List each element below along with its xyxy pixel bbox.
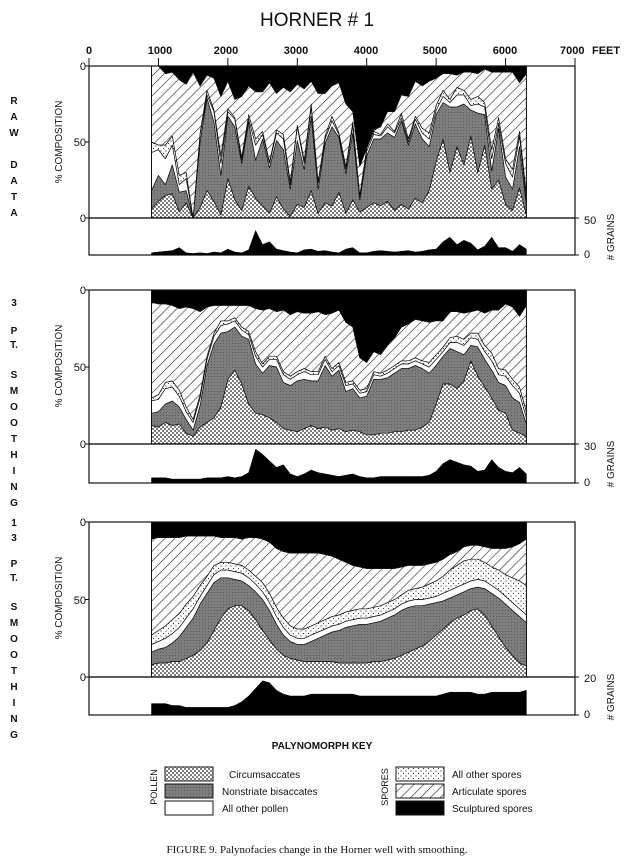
- side-label-letter: 3: [11, 298, 17, 309]
- grains-tick-label: 30: [584, 441, 596, 453]
- y-tick-label: 0: [80, 285, 86, 297]
- legend-label: All other spores: [452, 770, 521, 781]
- grains-tick-label: 0: [584, 709, 590, 721]
- key-group-spores: SPORES: [380, 768, 390, 806]
- legend-swatch-sculptured-spores: [395, 800, 445, 816]
- y-tick-label: 0: [80, 213, 86, 225]
- side-label-letter: N: [10, 482, 17, 493]
- y-tick-label: 0: [80, 672, 86, 684]
- side-label-letter: O: [10, 650, 18, 661]
- grains-tick-label: 20: [584, 673, 596, 685]
- legend-label: Nonstriate bisaccates: [222, 787, 318, 798]
- side-label-letter: T.: [10, 573, 18, 584]
- legend-label: Articulate spores: [452, 787, 526, 798]
- top-tick-label: 7000: [560, 45, 584, 57]
- side-label-letter: A: [10, 176, 17, 187]
- y-tick-label: 50: [74, 362, 86, 374]
- top-axis-ticks: [88, 58, 576, 66]
- legend-swatch-articulate-spores: [395, 783, 445, 799]
- legend-swatch-circumsaccates: [164, 766, 214, 782]
- grains-axis-label: # GRAINS: [606, 673, 617, 720]
- y-tick-label: 50: [74, 595, 86, 607]
- side-label: R A W D A T A: [9, 96, 19, 219]
- legend-label: Circumsaccates: [229, 770, 300, 781]
- legend-swatch-all-other-spores: [395, 766, 445, 782]
- side-label-letter: P: [11, 559, 18, 570]
- top-tick-label: 0: [86, 45, 92, 57]
- legend-label: All other pollen: [222, 804, 288, 815]
- side-label-letter: A: [10, 112, 17, 123]
- side-label-letter: O: [10, 418, 18, 429]
- area-chart-3: [85, 521, 579, 716]
- top-tick-label: 1000: [148, 45, 172, 57]
- y-axis-label: % COMPOSITION: [54, 325, 65, 408]
- legend-swatch-nonstriate-bisaccates: [164, 783, 214, 799]
- side-label-letter: T: [11, 192, 17, 203]
- grains-tick-label: 0: [584, 249, 590, 261]
- grains-axis-label: # GRAINS: [606, 213, 617, 260]
- side-label-letter: I: [13, 466, 16, 477]
- side-label: 3 P T. S M O O T H I N G: [10, 298, 18, 509]
- grains-area: [151, 680, 527, 716]
- key-group-pollen: POLLEN: [149, 769, 159, 805]
- grains-axis-label: # GRAINS: [606, 440, 617, 487]
- side-label-letter: S: [11, 370, 18, 381]
- side-label-letter: M: [10, 386, 18, 397]
- grains-tick-label: 50: [584, 215, 596, 227]
- top-axis: 0 1000 2000 3000 4000 5000 6000 7000 FEE…: [86, 45, 620, 57]
- panel-3pt-smoothing: 3 P T. S M O O T H I N G % COMPOSITION 0…: [10, 285, 617, 509]
- palynomorph-key: PALYNOMORPH KEY POLLEN SPORES Circumsacc…: [149, 741, 533, 816]
- side-label-letter: 1: [11, 518, 17, 529]
- y-tick-label: 0: [80, 439, 86, 451]
- y-tick-label: 0: [80, 517, 86, 529]
- y-tick-label: 50: [74, 137, 86, 149]
- legend-swatch-all-other-pollen: [164, 800, 214, 816]
- grains-area: [151, 229, 527, 256]
- side-label-letter: H: [10, 682, 17, 693]
- side-label-letter: O: [10, 402, 18, 413]
- side-label-letter: T: [11, 434, 17, 445]
- y-tick-label: 0: [80, 61, 86, 73]
- side-label-letter: S: [11, 602, 18, 613]
- panel-13pt-smoothing: 1 3 P T. S M O O T H I N G % COMPOSITION…: [10, 517, 617, 741]
- side-label-letter: T.: [10, 340, 18, 351]
- side-label-letter: M: [10, 618, 18, 629]
- top-tick-label: 4000: [354, 45, 378, 57]
- top-tick-label: 3000: [284, 45, 308, 57]
- area-chart-2: [85, 289, 579, 484]
- area-chart-1: [85, 65, 579, 256]
- side-label-letter: H: [10, 450, 17, 461]
- side-label-letter: A: [10, 208, 17, 219]
- side-label-letter: P: [11, 326, 18, 337]
- top-tick-label: 5000: [423, 45, 447, 57]
- y-axis-label: % COMPOSITION: [54, 557, 65, 640]
- side-label-letter: D: [10, 160, 17, 171]
- chart-title: HORNER # 1: [260, 10, 374, 31]
- side-label-letter: I: [13, 698, 16, 709]
- legend-label: Sculptured spores: [452, 804, 533, 815]
- side-label-letter: R: [10, 96, 18, 107]
- key-title: PALYNOMORPH KEY: [272, 741, 373, 752]
- side-label-letter: G: [10, 498, 18, 509]
- side-label-letter: G: [10, 730, 18, 741]
- grains-tick-label: 0: [584, 477, 590, 489]
- panel-raw-data: R A W D A T A % COMPOSITION 0 50 0 50 0 …: [9, 61, 617, 261]
- side-label: 1 3 P T. S M O O T H I N G: [10, 518, 18, 741]
- side-label-letter: N: [10, 714, 17, 725]
- side-label-letter: W: [9, 128, 19, 139]
- grains-area: [151, 448, 527, 484]
- y-axis-label: % COMPOSITION: [54, 101, 65, 184]
- top-axis-unit: FEET: [592, 45, 620, 57]
- top-tick-label: 2000: [214, 45, 238, 57]
- side-label-letter: 3: [11, 533, 17, 544]
- side-label-letter: O: [10, 634, 18, 645]
- top-tick-label: 6000: [493, 45, 517, 57]
- figure-caption: FIGURE 9. Palynofacies change in the Hor…: [167, 844, 468, 856]
- side-label-letter: T: [11, 666, 17, 677]
